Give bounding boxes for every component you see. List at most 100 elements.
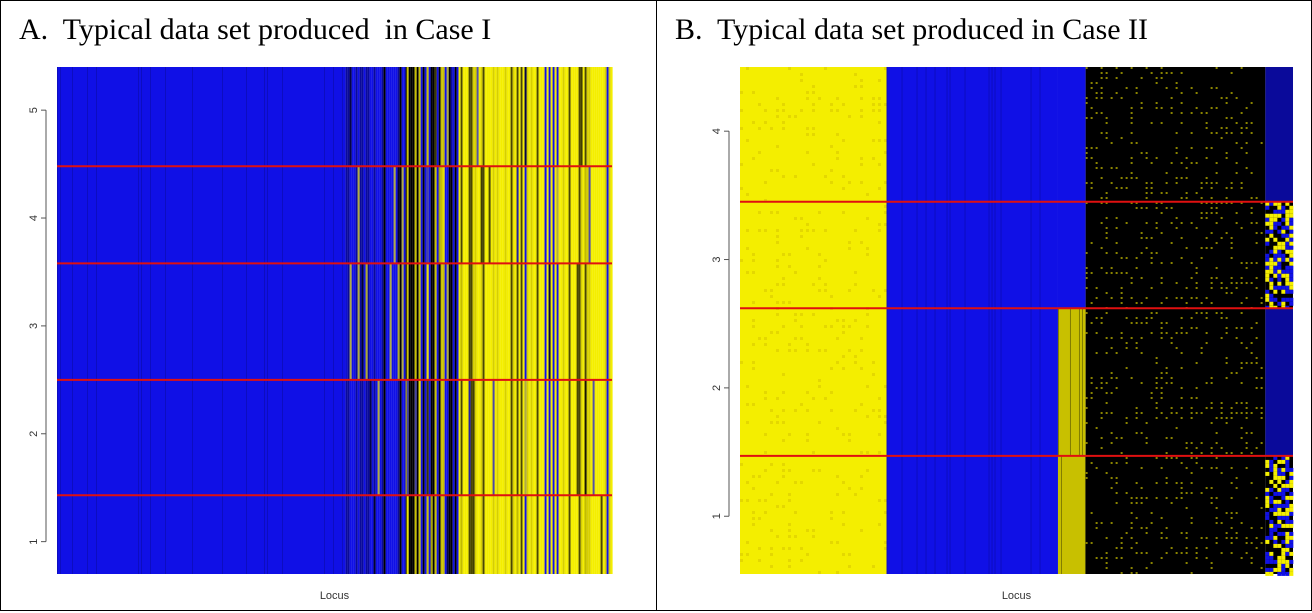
heatmap-column <box>498 67 501 574</box>
heatmap-cell <box>806 151 809 154</box>
heatmap-cell <box>1225 532 1228 534</box>
heatmap-column <box>578 67 581 574</box>
heatmap-cell <box>1281 503 1286 508</box>
heatmap-cell <box>1135 322 1138 324</box>
heatmap-cell <box>1255 277 1258 279</box>
heatmap-cell <box>1235 532 1238 534</box>
heatmap-cell <box>1140 352 1143 354</box>
heatmap-column <box>500 67 503 574</box>
heatmap-cell <box>848 325 851 328</box>
heatmap-cell <box>1281 455 1286 460</box>
heatmap-cell <box>1245 402 1248 404</box>
heatmap-cell <box>770 409 773 412</box>
heatmap-column <box>608 67 611 574</box>
heatmap-cell <box>1140 207 1143 209</box>
heatmap-cell <box>740 361 743 364</box>
heatmap-cell <box>1273 221 1278 226</box>
heatmap-cell <box>1145 317 1148 319</box>
heatmap-cell <box>1255 262 1258 264</box>
heatmap-column <box>482 67 485 574</box>
heatmap-cell <box>1220 312 1223 314</box>
heatmap-streak <box>1069 308 1071 456</box>
heatmap-cell <box>1165 497 1168 499</box>
heatmap-cell <box>872 361 875 364</box>
heatmap-cell <box>866 451 869 454</box>
heatmap-cell <box>794 511 797 514</box>
heatmap-cell <box>1135 267 1138 269</box>
heatmap-column <box>381 67 384 574</box>
heatmap-cell <box>878 433 881 436</box>
heatmap-cell <box>1130 297 1133 299</box>
heatmap-cell <box>1160 192 1163 194</box>
heatmap-cell <box>1273 467 1278 472</box>
heatmap-cell <box>1220 522 1223 524</box>
heatmap-cell <box>1145 247 1148 249</box>
heatmap-column <box>536 67 539 574</box>
heatmap-column <box>422 67 425 574</box>
heatmap-cell <box>1120 557 1123 559</box>
heatmap-cell <box>1265 229 1270 234</box>
heatmap-cell <box>1170 412 1173 414</box>
heatmap-cell <box>1105 392 1108 394</box>
heatmap-cell <box>1273 539 1278 544</box>
heatmap-cell <box>1105 552 1108 554</box>
heatmap-cell <box>1205 297 1208 299</box>
heatmap-cell <box>1195 447 1198 449</box>
heatmap-cell <box>1160 107 1163 109</box>
y-tick-label: 4 <box>711 128 723 134</box>
heatmap-cell <box>1230 72 1233 74</box>
heatmap-cell <box>1125 222 1128 224</box>
heatmap-cell <box>1180 177 1183 179</box>
heatmap-cell <box>1260 527 1263 529</box>
heatmap-cell <box>776 397 779 400</box>
y-tick-label: 1 <box>711 513 723 519</box>
heatmap-cell <box>1269 507 1274 512</box>
heatmap-cell <box>1085 472 1088 474</box>
heatmap-cell <box>776 241 779 244</box>
heatmap-cell <box>1273 225 1278 230</box>
heatmap-cell <box>1289 571 1294 576</box>
heatmap-cell <box>1090 87 1093 89</box>
heatmap-cell <box>1095 522 1098 524</box>
heatmap-cell <box>1250 212 1253 214</box>
heatmap-cell <box>788 433 791 436</box>
heatmap-cell <box>878 397 881 400</box>
heatmap-streak <box>544 166 547 264</box>
heatmap-cell <box>866 469 869 472</box>
heatmap-cell <box>1230 187 1233 189</box>
heatmap-streak <box>434 67 437 167</box>
heatmap-cell <box>1277 487 1282 492</box>
heatmap-cell <box>740 109 743 112</box>
heatmap-cell <box>1130 337 1133 339</box>
heatmap-cell <box>1215 87 1218 89</box>
heatmap-cell <box>860 529 863 532</box>
heatmap-cell <box>1250 122 1253 124</box>
heatmap-cell <box>782 463 785 466</box>
heatmap-column <box>355 67 358 574</box>
heatmap-streak <box>901 67 903 574</box>
heatmap-cell <box>1170 72 1173 74</box>
heatmap-column <box>383 67 386 574</box>
heatmap-cell <box>788 523 791 526</box>
heatmap-cell <box>1289 209 1294 214</box>
heatmap-cell <box>1269 555 1274 560</box>
heatmap-cell <box>806 127 809 130</box>
heatmap-cell <box>758 151 761 154</box>
heatmap-cell <box>830 325 833 328</box>
heatmap-cell <box>1160 322 1163 324</box>
heatmap-cell <box>776 505 779 508</box>
heatmap-cell <box>1277 515 1282 520</box>
heatmap-cell <box>1210 302 1213 304</box>
heatmap-cell <box>1289 245 1294 250</box>
heatmap-cell <box>1289 479 1294 484</box>
heatmap-cell <box>860 349 863 352</box>
heatmap-cell <box>860 163 863 166</box>
heatmap-streak <box>472 379 475 496</box>
heatmap-column <box>484 67 487 574</box>
heatmap-cell <box>836 109 839 112</box>
heatmap-streak <box>964 67 966 574</box>
heatmap-cell <box>1100 387 1103 389</box>
heatmap-cell <box>1145 222 1148 224</box>
heatmap-block <box>1057 67 1086 202</box>
heatmap-cell <box>1225 292 1228 294</box>
